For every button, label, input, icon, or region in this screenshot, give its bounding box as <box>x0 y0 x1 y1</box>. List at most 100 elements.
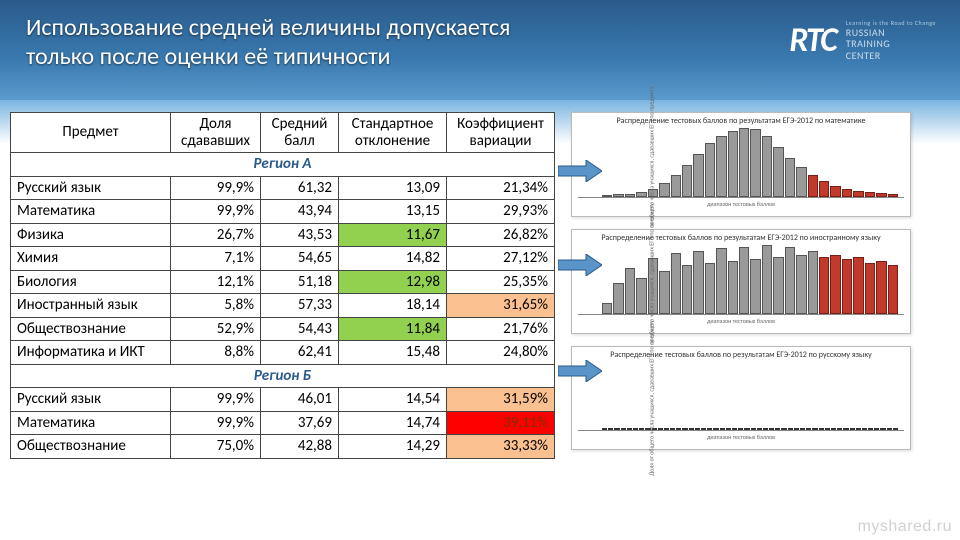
region-header: Регион А <box>11 153 555 177</box>
bar <box>853 257 863 314</box>
bar <box>608 428 613 430</box>
table-row: Биология12,1%51,1812,9825,35% <box>11 270 555 294</box>
table-row: Обществознание52,9%54,4311,8421,76% <box>11 317 555 341</box>
bar <box>843 428 848 430</box>
bar <box>808 175 818 197</box>
bar <box>762 136 772 197</box>
bar <box>850 428 855 430</box>
bar <box>728 131 738 197</box>
bar <box>739 128 749 197</box>
bar <box>775 428 780 430</box>
bar <box>762 245 772 314</box>
bar <box>625 194 635 197</box>
bar <box>658 428 663 430</box>
bar <box>831 428 836 430</box>
bar <box>769 428 774 430</box>
bar <box>830 255 840 314</box>
bar <box>695 428 700 430</box>
bar <box>739 247 749 314</box>
col-cv: Коэффициент вариации <box>447 113 555 153</box>
bar <box>705 263 715 314</box>
bar <box>862 428 867 430</box>
bar <box>865 263 875 314</box>
bar <box>751 428 756 430</box>
table-row: Русский язык99,9%61,3213,0921,34% <box>11 176 555 200</box>
bar <box>842 259 852 314</box>
chart-foreign: Распределение тестовых баллов по результ… <box>571 229 911 334</box>
table-row: Химия7,1%54,6514,8227,12% <box>11 247 555 271</box>
slide-title: Использование средней величины допускает… <box>26 14 566 72</box>
bar <box>613 194 623 196</box>
col-share: Доля сдававших <box>171 113 261 153</box>
bar <box>726 428 731 430</box>
bar <box>602 303 612 313</box>
bar <box>602 428 607 430</box>
bar <box>639 428 644 430</box>
bar <box>785 158 795 197</box>
bar <box>837 428 842 430</box>
bar <box>707 428 712 430</box>
bar <box>874 428 879 430</box>
bar <box>876 261 886 314</box>
bar <box>636 278 646 314</box>
bar <box>728 261 738 314</box>
rtc-logo: RTC Learning is the Road to Change RUSSI… <box>789 20 936 61</box>
bar <box>750 129 760 196</box>
logo-text: Learning is the Road to Change RUSSIAN T… <box>846 20 936 61</box>
bar <box>856 428 861 430</box>
table-row: Информатика и ИКТ8,8%62,4115,4824,80% <box>11 341 555 365</box>
bar <box>887 428 892 430</box>
bar <box>693 251 703 314</box>
bar <box>713 428 718 430</box>
bar <box>664 428 669 430</box>
bar <box>819 257 829 314</box>
bar <box>808 251 818 314</box>
slide-header: Использование средней величины допускает… <box>0 0 960 100</box>
bar <box>796 167 806 197</box>
bar <box>876 193 886 197</box>
bar <box>689 428 694 430</box>
bar <box>671 175 681 197</box>
col-mean: Средний балл <box>261 113 339 153</box>
bar <box>812 428 817 430</box>
bar <box>720 428 725 430</box>
bar <box>633 428 638 430</box>
bar <box>705 143 715 196</box>
bar <box>830 186 840 197</box>
bar <box>819 181 829 197</box>
table-row: Математика99,9%43,9413,1529,93% <box>11 200 555 224</box>
bar <box>763 428 768 430</box>
chart-math: Распределение тестовых баллов по результ… <box>571 112 911 217</box>
bar <box>757 428 762 430</box>
watermark: myshared.ru <box>858 518 952 536</box>
content-area: Предмет Доля сдававших Средний балл Стан… <box>10 112 911 459</box>
table-row: Математика99,9%37,6914,7439,11% <box>11 411 555 435</box>
bar <box>682 428 687 430</box>
data-table: Предмет Доля сдававших Средний балл Стан… <box>10 112 555 459</box>
charts-column: Распределение тестовых баллов по результ… <box>571 112 911 459</box>
bar <box>682 165 692 196</box>
bar <box>806 428 811 430</box>
bar <box>868 428 873 430</box>
table-row: Обществознание75,0%42,8814,2933,33% <box>11 435 555 459</box>
bar <box>888 265 898 314</box>
table-row: Иностранный язык5,8%57,3318,1431,65% <box>11 294 555 318</box>
bar <box>819 428 824 430</box>
bar <box>738 428 743 430</box>
arrow-to-russian <box>558 360 602 382</box>
bar <box>627 428 632 430</box>
bar <box>853 191 863 197</box>
bar <box>659 271 669 314</box>
bar <box>621 428 626 430</box>
bar <box>671 253 681 314</box>
bar <box>773 257 783 314</box>
bar <box>796 255 806 314</box>
bar <box>865 192 875 197</box>
bar <box>625 268 635 314</box>
bar <box>659 183 669 197</box>
bar <box>676 428 681 430</box>
bar <box>893 428 898 430</box>
bar <box>636 192 646 197</box>
table-row: Русский язык99,9%46,0114,5431,59% <box>11 388 555 412</box>
arrow-to-foreign <box>558 254 602 276</box>
